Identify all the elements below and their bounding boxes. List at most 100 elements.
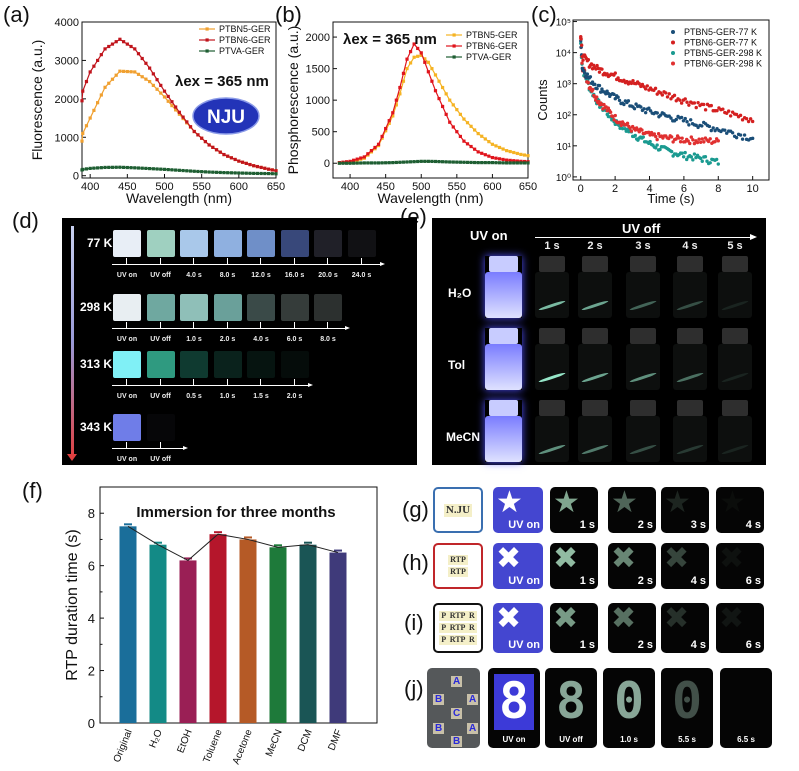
series-marker bbox=[259, 165, 263, 170]
axis-tick bbox=[126, 258, 127, 264]
series-marker bbox=[174, 108, 178, 112]
series-marker bbox=[448, 160, 452, 164]
legend-marker bbox=[671, 30, 675, 34]
phosphorescence-glow bbox=[629, 443, 657, 456]
data-point bbox=[641, 135, 645, 139]
legend-label: PTBN6-GER-298 K bbox=[684, 59, 762, 69]
series-marker bbox=[387, 161, 391, 165]
series-marker bbox=[398, 85, 402, 90]
data-point bbox=[702, 140, 706, 144]
data-point bbox=[669, 135, 674, 139]
series-marker bbox=[114, 165, 118, 169]
time-axis bbox=[112, 385, 308, 386]
series-marker bbox=[355, 157, 359, 161]
seven-segment-digit: 0 bbox=[671, 672, 703, 730]
series-marker bbox=[473, 128, 477, 132]
seven-segment-digit: 8 bbox=[555, 672, 587, 730]
x-tick-label: 600 bbox=[483, 181, 501, 193]
data-point bbox=[622, 102, 626, 107]
vial-uv-off bbox=[535, 400, 569, 462]
series-marker bbox=[226, 171, 230, 175]
series-marker bbox=[380, 161, 384, 165]
sample-photo bbox=[146, 294, 175, 321]
series-marker bbox=[84, 167, 89, 171]
series-marker bbox=[391, 114, 395, 118]
series-marker bbox=[394, 98, 398, 102]
bar-5 bbox=[269, 547, 287, 723]
series-marker bbox=[144, 61, 148, 65]
data-point bbox=[625, 121, 630, 126]
series-marker bbox=[476, 131, 480, 136]
data-point bbox=[655, 143, 659, 147]
sample-photo bbox=[180, 294, 208, 321]
data-point bbox=[740, 137, 745, 141]
series-marker bbox=[362, 161, 366, 165]
legend-marker bbox=[671, 40, 675, 45]
data-point bbox=[695, 140, 700, 145]
data-point bbox=[742, 133, 747, 137]
series-marker bbox=[244, 161, 248, 165]
sample-photo bbox=[113, 414, 141, 441]
data-point bbox=[691, 158, 695, 162]
time-label: 1 s bbox=[579, 575, 595, 587]
vial-cap bbox=[582, 256, 608, 272]
time-label: UV on bbox=[508, 639, 540, 651]
vial-body bbox=[718, 416, 752, 462]
series-marker bbox=[391, 161, 395, 165]
y-tick-label: 0 bbox=[73, 171, 79, 183]
y-tick-label: 8 bbox=[88, 506, 95, 521]
series-marker bbox=[270, 168, 274, 172]
data-point bbox=[637, 130, 641, 134]
panel-e-vial-photos: UV on UV off 1 s 2 s 3 s 4 s 5 s H₂O Tol MeCN bbox=[432, 218, 766, 465]
afterglow-photo: 8 UV off bbox=[545, 668, 597, 748]
x-tick-label: Toluene bbox=[201, 728, 224, 765]
axis-tick bbox=[126, 379, 127, 385]
series-marker bbox=[214, 170, 219, 174]
x-tick-label: DCM bbox=[296, 728, 315, 753]
afterglow-photo: 0 5.5 s bbox=[661, 668, 713, 748]
arrow-head-icon bbox=[750, 234, 757, 240]
series-marker bbox=[114, 73, 118, 77]
panel-label-a: (a) bbox=[3, 2, 30, 27]
series-marker bbox=[255, 171, 260, 176]
time-label: 5.5 s bbox=[678, 735, 696, 744]
vial-body bbox=[718, 272, 752, 318]
series-marker bbox=[522, 153, 527, 157]
data-point bbox=[580, 61, 584, 65]
legend-marker bbox=[671, 51, 675, 55]
time-label: 6 s bbox=[745, 575, 761, 587]
data-point bbox=[685, 100, 689, 104]
series-marker bbox=[515, 151, 519, 156]
series-marker bbox=[394, 160, 398, 165]
series-marker bbox=[480, 151, 484, 155]
series-marker bbox=[185, 169, 189, 173]
series-marker bbox=[151, 167, 155, 171]
time-label: 4 s bbox=[682, 240, 698, 252]
series-marker bbox=[376, 142, 381, 146]
time-label: 1.0 s bbox=[186, 336, 202, 343]
series-marker bbox=[426, 70, 430, 74]
star-shape-icon: ★ bbox=[719, 488, 746, 518]
series-marker bbox=[444, 160, 448, 164]
uv-on-photo: ★ UV on bbox=[493, 487, 543, 533]
time-label: 20.0 s bbox=[318, 272, 338, 279]
series-marker bbox=[133, 47, 137, 51]
legend-marker bbox=[452, 44, 456, 48]
afterglow-photo: ✖ 2 s bbox=[608, 543, 656, 589]
series-marker bbox=[166, 167, 170, 172]
time-label: 6.5 s bbox=[737, 735, 755, 744]
data-point bbox=[640, 128, 644, 132]
series-marker bbox=[266, 167, 271, 171]
legend-marker bbox=[205, 27, 209, 31]
data-point bbox=[652, 132, 657, 136]
series-marker bbox=[162, 167, 167, 171]
arrow-head-icon bbox=[67, 454, 77, 461]
series-marker bbox=[352, 158, 356, 162]
axis-tick bbox=[193, 322, 194, 328]
time-axis bbox=[112, 448, 183, 449]
data-point bbox=[698, 140, 703, 144]
vial-body bbox=[535, 272, 569, 318]
y-tick-label: 0 bbox=[88, 716, 95, 731]
sample-photo bbox=[314, 294, 342, 321]
